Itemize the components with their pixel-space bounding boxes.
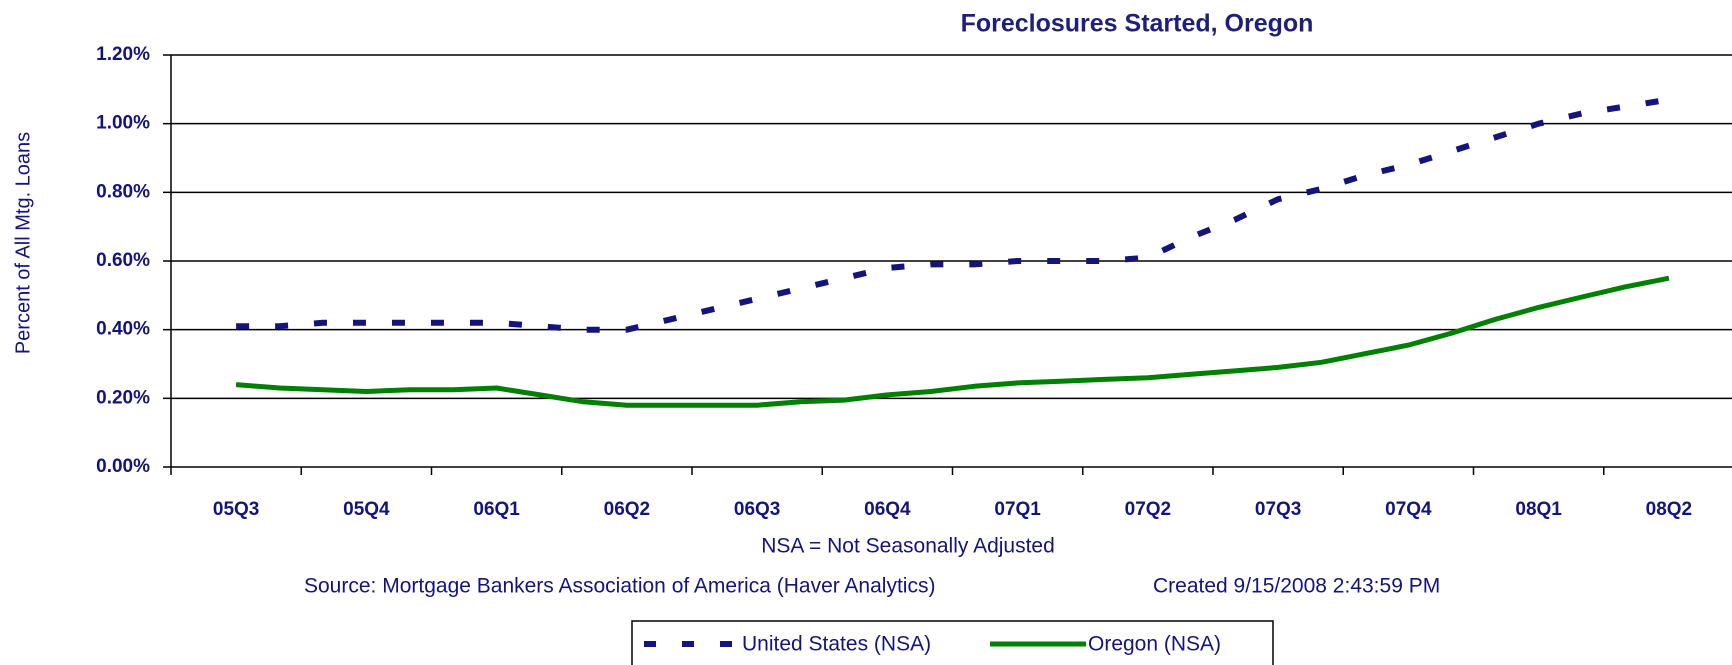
x-tick-label: 07Q4 xyxy=(1385,499,1432,520)
legend-label: Oregon (NSA) xyxy=(1088,633,1221,656)
note: Created 9/15/2008 2:43:59 PM xyxy=(1153,575,1440,598)
y-tick-label: 1.20% xyxy=(96,44,150,65)
series-line xyxy=(236,96,1670,333)
x-tick-label: 05Q3 xyxy=(213,499,259,520)
y-tick-label: 1.00% xyxy=(96,113,150,134)
note: NSA = Not Seasonally Adjusted xyxy=(761,535,1055,558)
y-tick-label: 0.00% xyxy=(96,456,150,477)
x-tick-label: 07Q3 xyxy=(1255,499,1301,520)
y-axis-label: Percent of All Mtg. Loans xyxy=(12,132,34,354)
x-tick-label: 07Q2 xyxy=(1125,499,1171,520)
x-tick-label: 05Q4 xyxy=(343,499,390,520)
y-tick-label: 0.80% xyxy=(96,181,150,202)
y-tick-label: 0.60% xyxy=(96,250,150,271)
x-tick-label: 06Q4 xyxy=(864,499,911,520)
y-tick-label: 0.40% xyxy=(96,319,150,340)
x-tick-label: 06Q3 xyxy=(734,499,780,520)
y-tick-label: 0.20% xyxy=(96,387,150,408)
x-tick-label: 08Q2 xyxy=(1646,499,1692,520)
note: Source: Mortgage Bankers Association of … xyxy=(304,575,935,598)
legend-label: United States (NSA) xyxy=(742,633,931,656)
x-tick-label: 06Q1 xyxy=(473,499,520,520)
series-line xyxy=(235,275,1670,408)
x-tick-label: 07Q1 xyxy=(994,499,1041,520)
chart-title: Foreclosures Started, Oregon xyxy=(961,10,1314,38)
legend-box xyxy=(631,620,1274,665)
x-tick-label: 06Q2 xyxy=(604,499,650,520)
x-tick-label: 08Q1 xyxy=(1515,499,1562,520)
